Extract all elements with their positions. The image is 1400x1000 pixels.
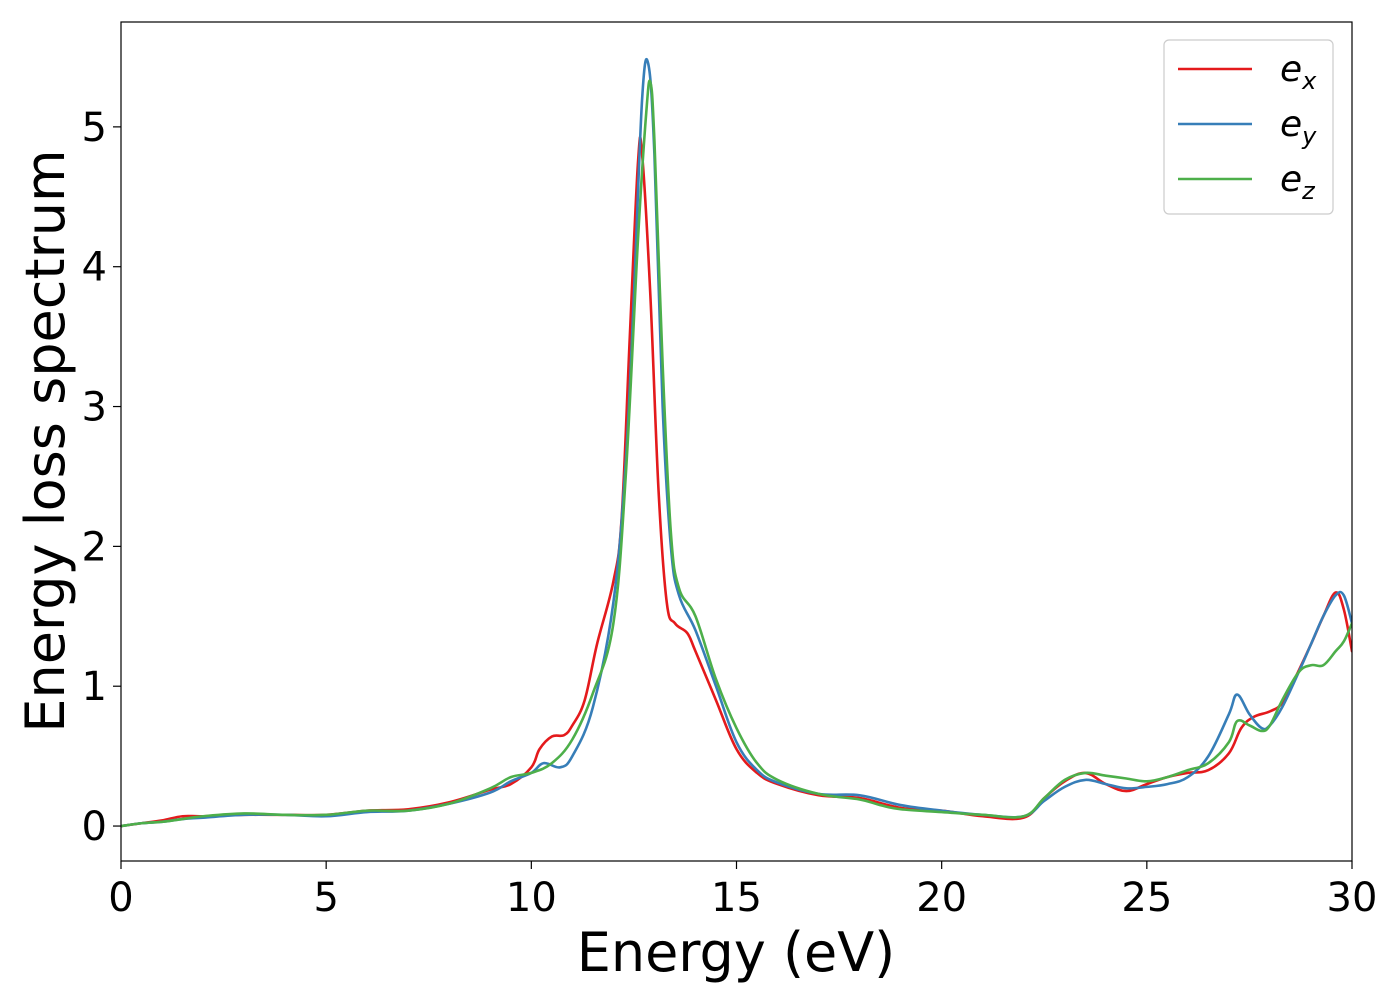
legend-label-subscript: x xyxy=(1301,67,1317,95)
x-tick-label: 10 xyxy=(506,875,557,921)
y-tick-label: 1 xyxy=(82,664,107,710)
legend-label-subscript: y xyxy=(1301,122,1317,150)
y-tick-label: 0 xyxy=(82,804,107,850)
x-tick-label: 0 xyxy=(108,875,133,921)
series-group xyxy=(121,58,1352,828)
legend-label-base: e xyxy=(1280,159,1302,200)
y-tick-label: 3 xyxy=(82,385,107,431)
x-tick-label: 5 xyxy=(313,875,338,921)
x-tick-label: 15 xyxy=(711,875,762,921)
x-tick-label: 20 xyxy=(916,875,967,921)
legend-label-x: ex xyxy=(1280,49,1317,95)
x-axis: 0 5 10 15 20 25 30 xyxy=(108,861,1377,921)
y-tick-label: 4 xyxy=(82,245,107,291)
plot-area xyxy=(121,22,1352,861)
legend-label-base: e xyxy=(1280,104,1302,145)
x-axis-title: Energy (eV) xyxy=(577,921,896,984)
legend-label-subscript: z xyxy=(1301,177,1316,205)
legend-box xyxy=(1163,39,1334,215)
y-axis: 0 1 2 3 4 5 xyxy=(82,105,121,850)
y-tick-label: 5 xyxy=(82,105,107,151)
legend-label-z: ez xyxy=(1280,159,1316,205)
x-tick-label: 25 xyxy=(1121,875,1172,921)
y-tick-label: 2 xyxy=(82,524,107,570)
series-line-z xyxy=(121,79,1352,828)
legend-label-y: ey xyxy=(1280,104,1317,150)
legend-label-base: e xyxy=(1280,49,1302,90)
x-tick-label: 30 xyxy=(1327,875,1378,921)
y-axis-title: Energy loss spectrum xyxy=(14,149,77,732)
